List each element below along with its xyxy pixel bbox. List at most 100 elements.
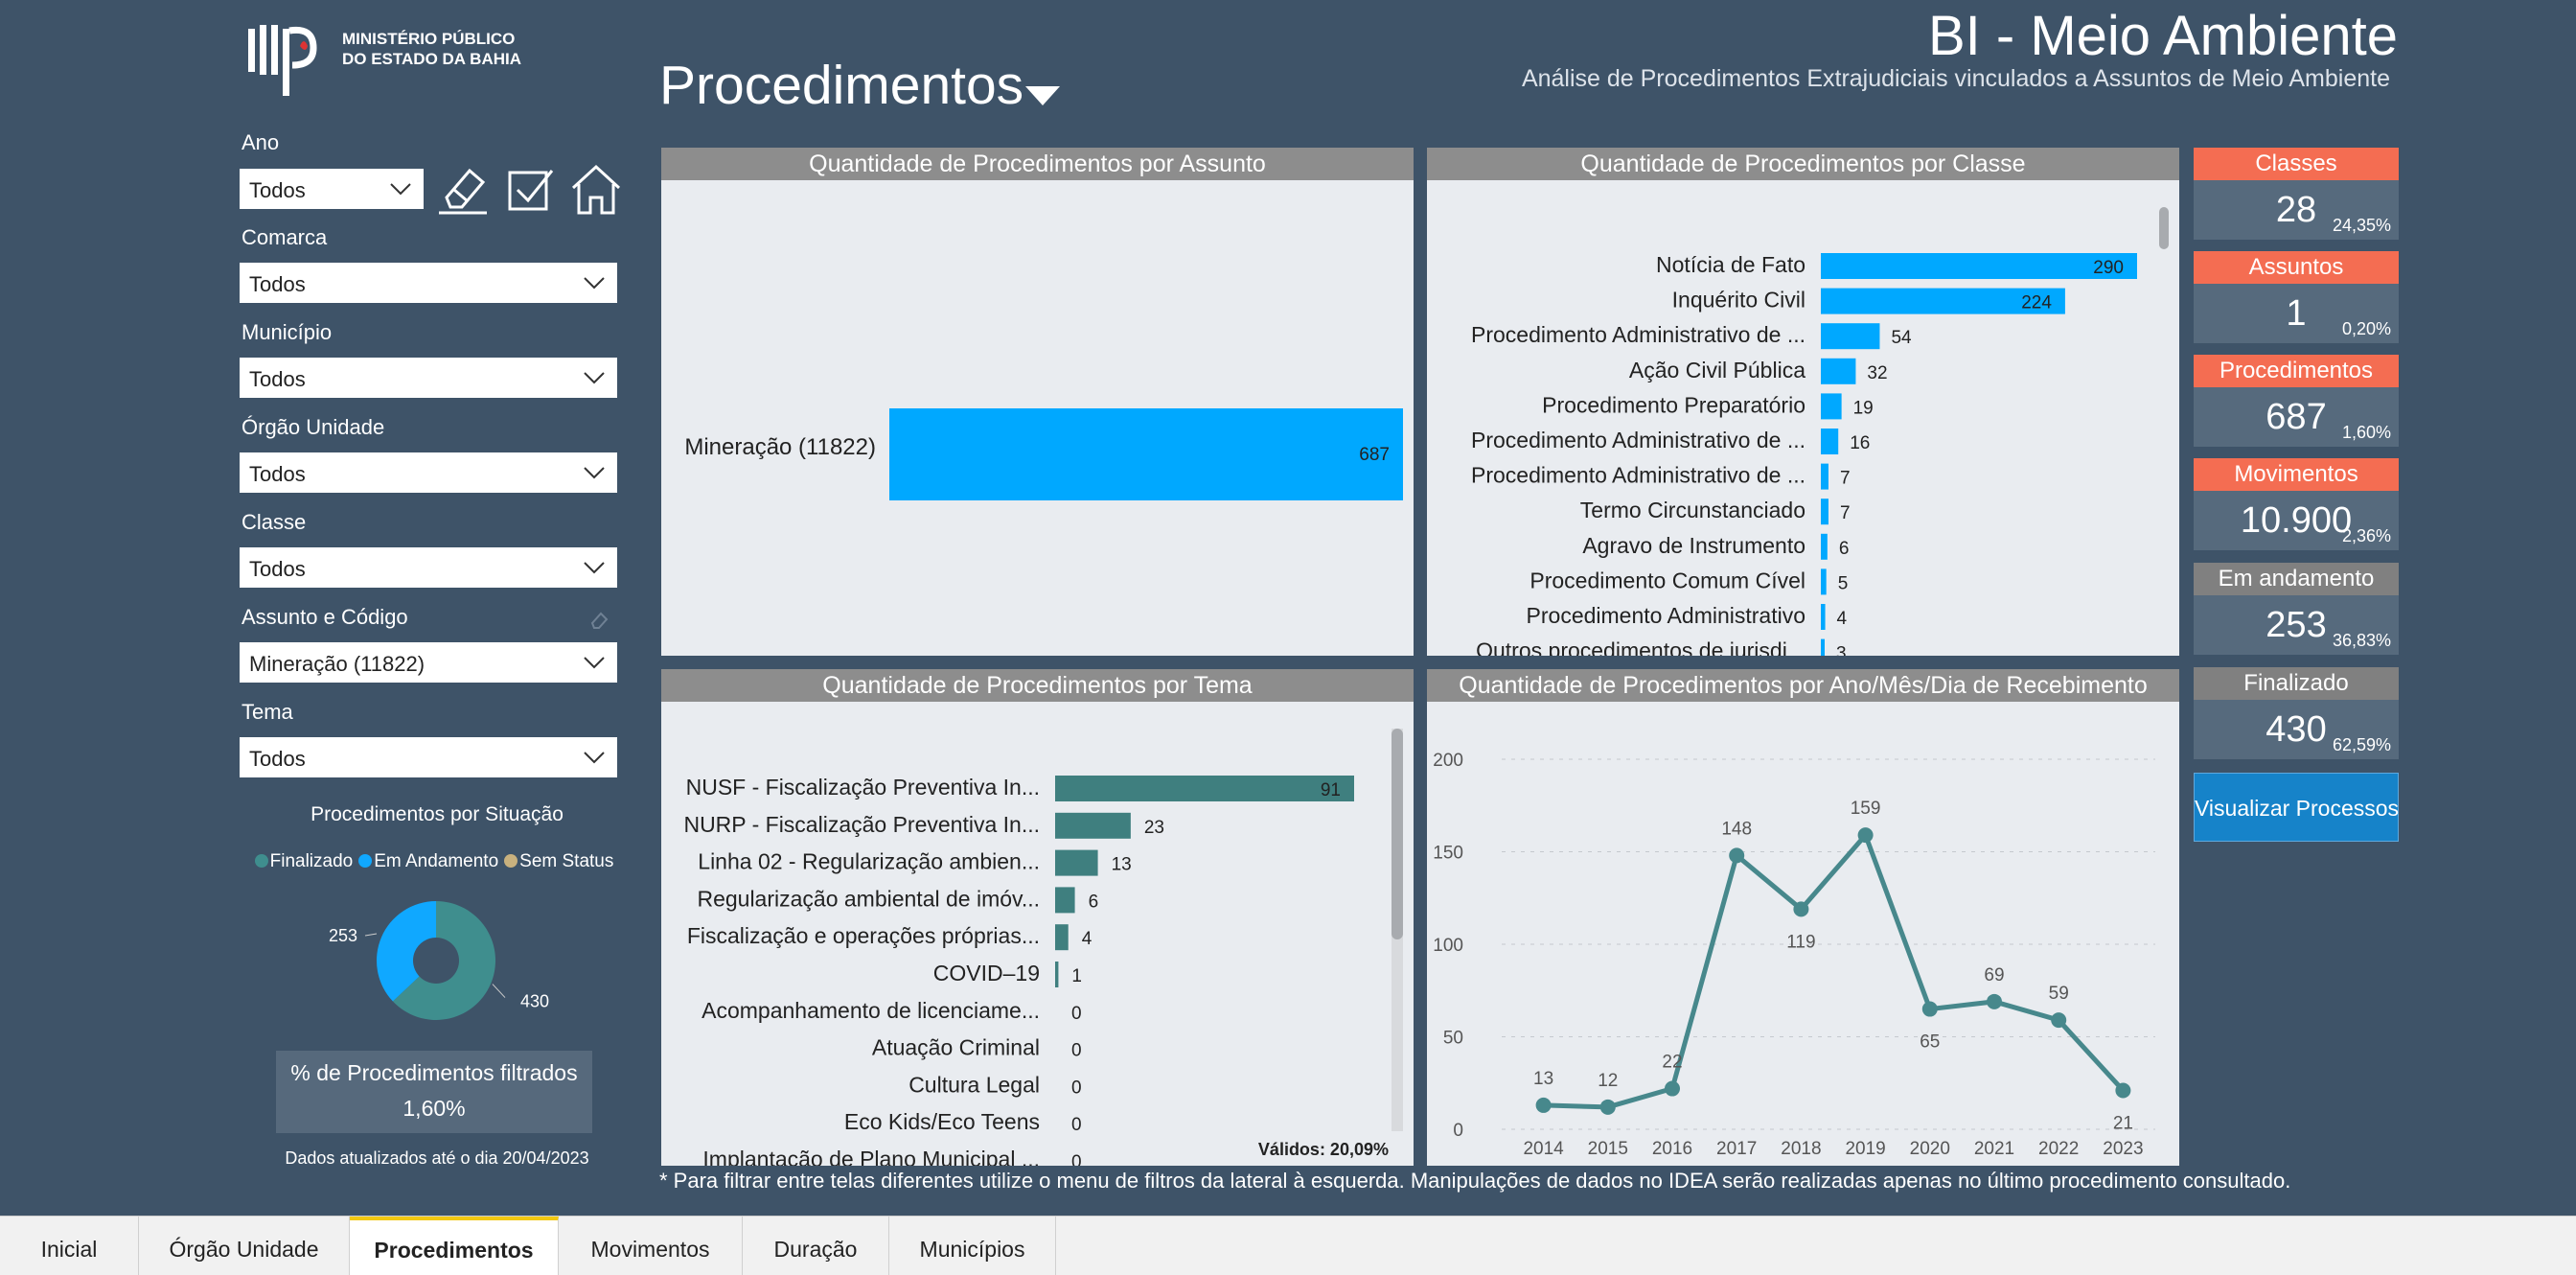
ano-point[interactable] — [1793, 901, 1809, 917]
ano-point[interactable] — [2115, 1082, 2131, 1099]
legend-item[interactable]: Em Andamento — [358, 851, 498, 871]
classe-bar[interactable] — [1821, 533, 1828, 560]
ano-y-tick-label: 150 — [1433, 844, 1463, 864]
ano-series-line[interactable] — [1543, 830, 2126, 1110]
tema-data-label: 0 — [1071, 1115, 1082, 1135]
tab-inicial[interactable]: Inicial — [0, 1217, 139, 1275]
tema-bar[interactable] — [1055, 887, 1075, 914]
legend-label: Finalizado — [269, 851, 354, 871]
tema-valid-note: Válidos: 20,09% — [1257, 1140, 1389, 1159]
tema-scrollbar[interactable] — [1392, 729, 1403, 939]
orgao-select[interactable]: Todos — [240, 452, 617, 493]
footnote: * Para filtrar entre telas diferentes ut… — [659, 1169, 2291, 1193]
classe-bar[interactable] — [1821, 358, 1856, 384]
ano-x-tick-label: 2022 — [2038, 1139, 2079, 1159]
assunto-select[interactable]: Mineração (11822) — [240, 642, 617, 683]
page-caret-down-icon[interactable] — [1024, 84, 1062, 107]
page-title: Procedimentos — [659, 55, 1024, 116]
classe-scrollbar[interactable] — [2159, 207, 2169, 249]
classe-panel: Quantidade de Procedimentos por Classe N… — [1427, 148, 2179, 665]
kpi-card-em-andamento: 253 36,83% — [2194, 595, 2399, 655]
classe-category-label: Procedimento Administrativo de ... — [1471, 428, 1806, 452]
kpi-value: 10.900 — [2240, 500, 2353, 541]
ano-point[interactable] — [1729, 847, 1745, 864]
chevron-down-icon — [584, 657, 605, 669]
legend-item[interactable]: Sem Status — [504, 851, 613, 871]
classe-bar[interactable] — [1821, 638, 1825, 665]
ano-data-label: 13 — [1533, 1069, 1553, 1089]
tema-bar[interactable] — [1055, 776, 1354, 801]
classe-bar[interactable] — [1821, 288, 2065, 314]
legend-item[interactable]: Finalizado — [254, 851, 354, 871]
ano-point[interactable] — [1665, 1080, 1680, 1097]
checkbox-icon[interactable] — [502, 161, 560, 219]
tema-bar[interactable] — [1055, 962, 1059, 987]
classe-category-label: Inquérito Civil — [1672, 288, 1806, 313]
assunto-chart: Mineração (11822) 687 — [684, 408, 1403, 500]
donut-slice-finalizado[interactable] — [392, 901, 495, 1020]
tema-select[interactable]: Todos — [240, 737, 617, 777]
filtered-card: % de Procedimentos filtrados 1,60% — [276, 1051, 592, 1133]
classe-select[interactable]: Todos — [240, 547, 617, 588]
visualizar-processos-button[interactable]: Visualizar Processos — [2194, 773, 2399, 842]
ano-point[interactable] — [1921, 1001, 1938, 1017]
tab-duração[interactable]: Duração — [743, 1217, 889, 1275]
kpi-title: Assuntos — [2194, 251, 2399, 284]
ano-data-label: 159 — [1851, 799, 1881, 819]
tema-category-label: Fiscalização e operações próprias... — [687, 923, 1040, 948]
legend-dot-icon — [358, 854, 373, 868]
home-icon[interactable] — [567, 161, 625, 219]
tema-category-label: NUSF - Fiscalização Preventiva In... — [686, 775, 1040, 800]
classe-bar[interactable] — [1821, 463, 1828, 490]
tema-category-label: Cultura Legal — [908, 1072, 1040, 1097]
ano-point[interactable] — [1857, 827, 1874, 844]
clear-filter-eraser-icon[interactable] — [588, 610, 610, 631]
ano-point[interactable] — [1987, 993, 2002, 1009]
tema-bar[interactable] — [1055, 849, 1098, 876]
filter-label-assunto: Assunto e Código — [242, 605, 408, 629]
classe-bar[interactable] — [1821, 604, 1826, 630]
filter-label-municipio: Município — [242, 320, 333, 344]
kpi-percent: 2,36% — [2341, 526, 2391, 545]
assunto-panel: Quantidade de Procedimentos por Assunto … — [661, 148, 1414, 656]
classe-bar[interactable] — [1821, 498, 1828, 525]
logo-org-name: MINISTÉRIO PÚBLICO DO ESTADO DA BAHIA — [342, 30, 521, 68]
filter-label-orgao: Órgão Unidade — [242, 415, 385, 439]
classe-bar[interactable] — [1821, 253, 2137, 279]
classe-data-label: 54 — [1891, 328, 1912, 348]
donut-slice-em-andamento[interactable] — [377, 901, 436, 1002]
ano-point[interactable] — [2051, 1012, 2067, 1029]
ano-select[interactable]: Todos — [240, 169, 424, 209]
filtered-value: 1,60% — [402, 1096, 466, 1121]
comarca-select[interactable]: Todos — [240, 263, 617, 303]
eraser-icon[interactable] — [433, 161, 491, 219]
tab-procedimentos[interactable]: Procedimentos — [350, 1217, 559, 1275]
tema-data-label: 0 — [1071, 1078, 1082, 1098]
ano-data-label: 65 — [1920, 1032, 1940, 1053]
classe-bar[interactable] — [1821, 393, 1842, 420]
ano-y-tick-label: 100 — [1433, 936, 1463, 956]
tema-bar[interactable] — [1055, 812, 1131, 839]
tema-data-label: 0 — [1071, 1041, 1082, 1061]
comarca-select-value: Todos — [249, 272, 306, 296]
chevron-down-icon — [584, 752, 605, 764]
tab-movimentos[interactable]: Movimentos — [559, 1217, 743, 1275]
kpi-percent: 62,59% — [2332, 735, 2391, 754]
tema-category-label: Acompanhamento de licenciame... — [702, 998, 1040, 1023]
tab-municípios[interactable]: Municípios — [889, 1217, 1056, 1275]
assunto-bar[interactable] — [889, 408, 1403, 500]
municipio-select[interactable]: Todos — [240, 358, 617, 398]
tema-data-label: 4 — [1082, 929, 1092, 949]
tema-category-label: Eco Kids/Eco Teens — [844, 1109, 1040, 1134]
kpi-value: 1 — [2286, 293, 2307, 334]
ano-point[interactable] — [1535, 1097, 1552, 1113]
tema-chart-title: Quantidade de Procedimentos por Tema — [661, 669, 1414, 702]
ano-point[interactable] — [1599, 1099, 1616, 1115]
classe-bar[interactable] — [1821, 429, 1839, 454]
classe-bar[interactable] — [1821, 568, 1827, 595]
ano-x-tick-label: 2015 — [1588, 1139, 1628, 1159]
tab-órgão-unidade[interactable]: Órgão Unidade — [139, 1217, 350, 1275]
tema-data-label: 1 — [1071, 966, 1082, 986]
tema-bar[interactable] — [1055, 924, 1069, 951]
classe-bar[interactable] — [1821, 323, 1880, 350]
